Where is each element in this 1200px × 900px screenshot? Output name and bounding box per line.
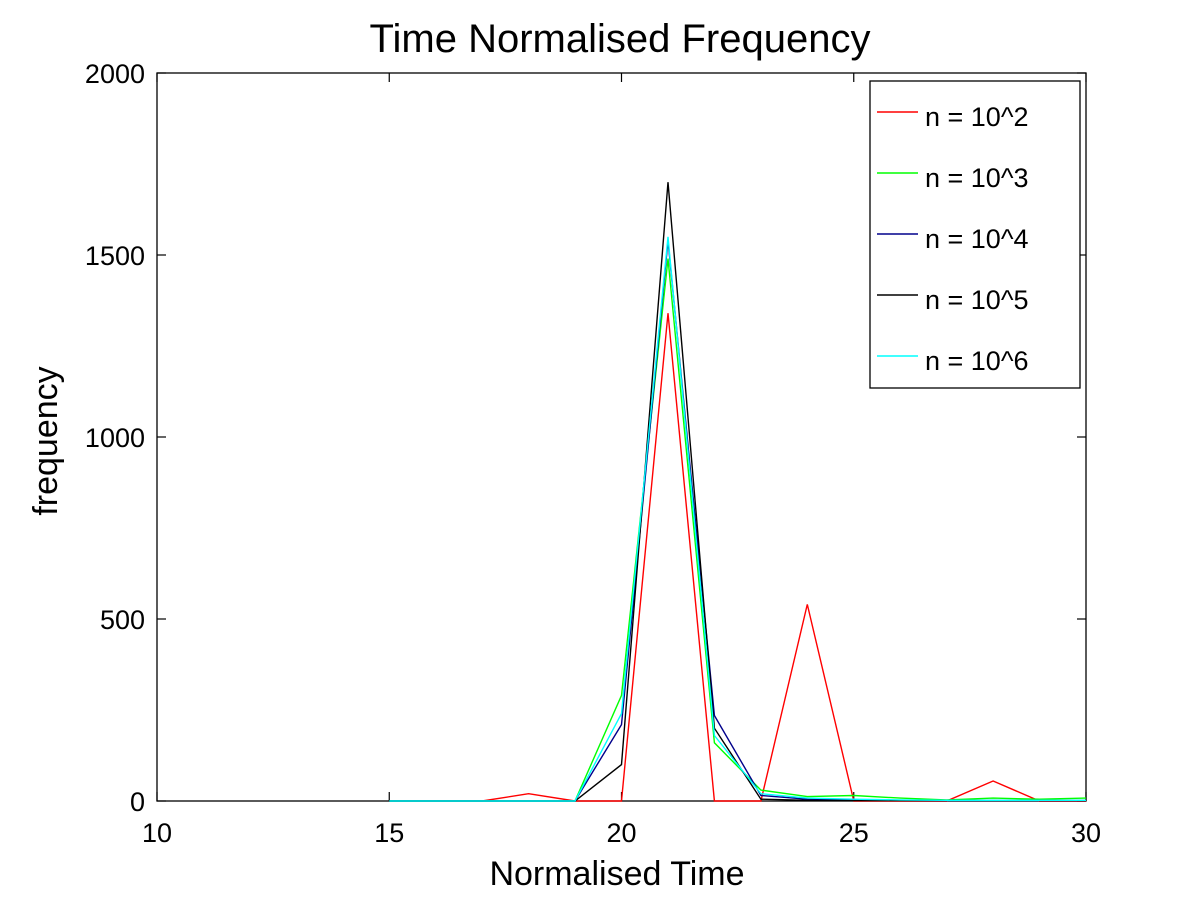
x-tick-label: 10 [142,818,172,848]
x-axis-label: Normalised Time [489,855,744,893]
legend: n = 10^2 n = 10^3 n = 10^4 n = 10^5 n = 10^6 [869,80,1081,389]
y-tick-label: 1500 [85,241,145,271]
y-tick-label: 2000 [85,59,145,89]
series-line-1 [389,313,1086,802]
x-tick-label: 30 [1071,818,1101,848]
x-tick-label: 25 [839,818,869,848]
series-layer [389,182,1087,802]
y-tick-label: 0 [130,787,145,817]
y-tick-label: 1000 [85,423,145,453]
y-tick-label: 500 [100,605,145,635]
series-line-5 [389,236,1086,802]
x-tick-label: 15 [374,818,404,848]
x-axis: 10 15 20 25 30 [142,73,1101,848]
legend-label-1: n = 10^2 [925,102,1029,132]
legend-label-2: n = 10^3 [925,163,1029,193]
x-tick-label: 20 [606,818,636,848]
legend-label-5: n = 10^6 [925,346,1029,376]
y-axis: 0 500 1000 1500 2000 [85,59,1086,817]
legend-label-4: n = 10^5 [925,285,1029,315]
legend-label-3: n = 10^4 [925,224,1029,254]
y-axis-label: frequency [27,366,65,515]
chart-title: Time Normalised Frequency [370,17,871,61]
